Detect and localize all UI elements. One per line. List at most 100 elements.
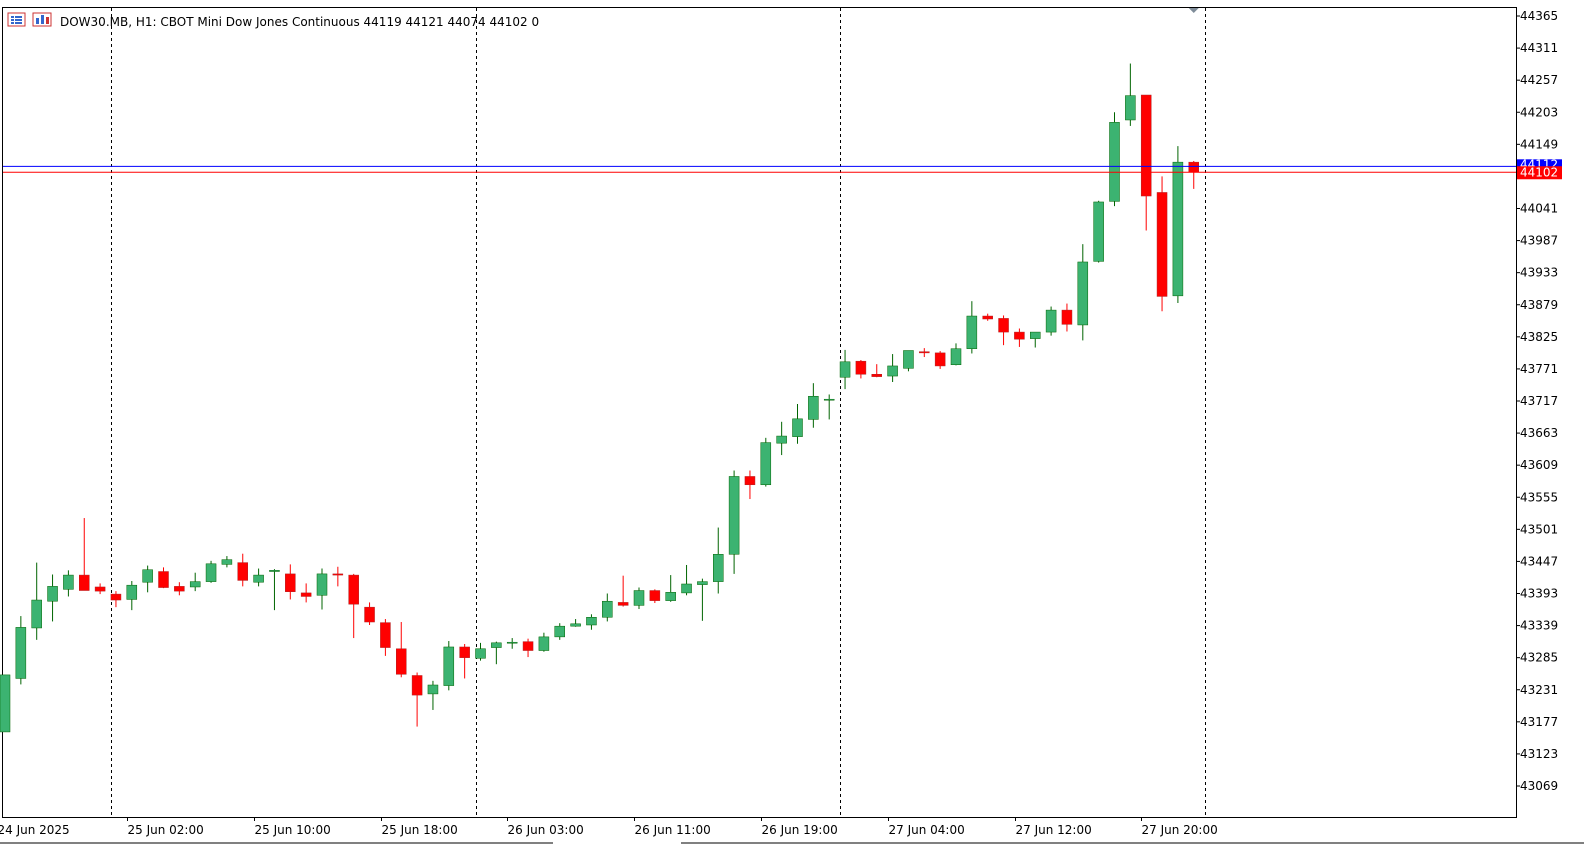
candle-body xyxy=(649,590,661,601)
bear-candle xyxy=(300,583,312,603)
candle-body xyxy=(760,442,772,486)
price-tick-label: 43879 xyxy=(1520,298,1558,312)
bear-candle xyxy=(411,672,423,727)
bear-candle xyxy=(871,364,882,378)
time-axis[interactable]: 24 Jun 2025 25 Jun 02:00 25 Jun 10:00 25 Ju… xyxy=(0,8,1218,837)
bar-chart-icon[interactable] xyxy=(32,12,52,27)
candle-body xyxy=(792,418,803,437)
candle-body xyxy=(189,581,201,588)
price-tick-label: 43825 xyxy=(1520,330,1558,344)
bull-candle xyxy=(1093,200,1104,263)
time-tick-label: 27 Jun 04:00 xyxy=(889,823,965,837)
bull-candle xyxy=(47,574,58,622)
candle-body xyxy=(522,641,534,651)
bull-candle xyxy=(0,674,11,733)
chart-header: DOW30.MB, H1: CBOT Mini Dow Jones Contin… xyxy=(7,12,539,29)
candle-body xyxy=(158,571,169,588)
price-tick-label: 43987 xyxy=(1520,234,1558,248)
price-tick-label: 44203 xyxy=(1520,105,1558,119)
candle-body xyxy=(776,435,787,444)
candle-body xyxy=(1156,192,1168,297)
candle-body xyxy=(1140,94,1152,197)
candle-body xyxy=(31,599,42,629)
candle-body xyxy=(237,562,248,581)
bear-candle xyxy=(364,602,375,625)
candle-body xyxy=(174,586,185,592)
candle-body xyxy=(808,395,819,420)
symbol-info-text: DOW30.MB, H1: CBOT Mini Dow Jones Contin… xyxy=(60,15,539,29)
bid-price-marker xyxy=(1517,166,1562,180)
current-bar-marker-icon xyxy=(1188,8,1199,13)
price-tick-label: 43555 xyxy=(1520,490,1558,504)
candle-body xyxy=(617,602,629,606)
bear-candle xyxy=(332,566,344,587)
bull-candle xyxy=(538,632,550,652)
bull-candle xyxy=(633,587,645,609)
bear-candle xyxy=(79,518,90,591)
candle-body xyxy=(0,674,11,733)
candle-body xyxy=(411,675,423,696)
candle-body xyxy=(919,351,930,354)
candle-body xyxy=(1109,122,1120,202)
price-tick-label: 43177 xyxy=(1520,715,1558,729)
candle-body xyxy=(586,617,597,626)
time-tick-label: 26 Jun 19:00 xyxy=(762,823,838,837)
bull-candle xyxy=(728,470,740,574)
candles-layer xyxy=(0,63,1199,733)
bull-candle xyxy=(950,343,962,366)
bull-candle xyxy=(506,638,518,649)
time-tick-label: 26 Jun 11:00 xyxy=(635,823,711,837)
candle-body xyxy=(475,648,486,659)
candle-body xyxy=(459,646,470,658)
candle-body xyxy=(348,574,359,605)
bear-candle xyxy=(934,351,946,369)
price-tick-label: 43285 xyxy=(1520,651,1558,665)
price-tick-label: 43501 xyxy=(1520,522,1558,536)
candle-body xyxy=(950,348,962,366)
bear-candle xyxy=(522,638,534,658)
bull-candle xyxy=(713,527,724,594)
candle-body xyxy=(94,586,106,592)
price-tick-label: 44041 xyxy=(1520,202,1558,216)
bear-candle xyxy=(1156,176,1168,312)
bull-candle xyxy=(966,301,978,354)
bear-candle xyxy=(855,360,867,379)
candle-body xyxy=(269,570,280,572)
bull-candle xyxy=(221,556,233,568)
bear-candle xyxy=(1014,328,1025,347)
candle-body xyxy=(665,592,676,601)
candle-body xyxy=(871,374,882,377)
candle-body xyxy=(443,646,455,686)
candle-body xyxy=(839,361,851,378)
price-tick-label: 43717 xyxy=(1520,394,1558,408)
bull-candle xyxy=(31,562,42,640)
bull-candle xyxy=(665,575,676,602)
candle-body xyxy=(681,583,692,594)
candle-body xyxy=(728,476,740,555)
list-icon[interactable] xyxy=(7,12,26,27)
candle-body xyxy=(602,600,613,618)
price-tick-label: 43339 xyxy=(1520,619,1558,633)
bull-candle xyxy=(697,578,708,621)
candle-body xyxy=(538,636,550,651)
candle-body xyxy=(47,586,58,602)
candle-body xyxy=(1125,95,1136,121)
price-tick-label: 43609 xyxy=(1520,458,1558,472)
bull-candle xyxy=(126,581,138,611)
candle-body xyxy=(966,315,978,349)
bull-candle xyxy=(839,349,851,390)
price-axis[interactable]: 44365 44311 44257 44203 44149 44041 43987 43933… xyxy=(1516,9,1562,793)
candle-body xyxy=(633,590,645,606)
candle-body xyxy=(887,365,898,377)
price-tick-label: 43069 xyxy=(1520,779,1558,793)
chart-plot-frame xyxy=(2,7,1517,818)
time-tick-label: 25 Jun 02:00 xyxy=(128,823,204,837)
bear-candle xyxy=(1140,94,1152,231)
candle-body xyxy=(300,592,312,597)
candle-body xyxy=(1061,309,1073,325)
price-tick-label: 43393 xyxy=(1520,587,1558,601)
bull-candle xyxy=(15,616,27,685)
bull-candle xyxy=(1172,146,1184,303)
